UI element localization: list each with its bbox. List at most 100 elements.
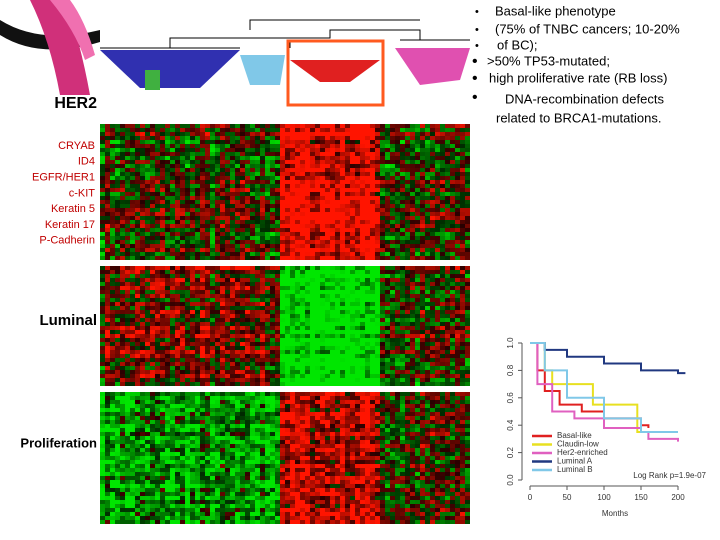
heat-cell [325,256,330,260]
heat-cell [365,338,370,342]
heat-cell [380,228,385,232]
heat-cell [105,160,110,164]
heat-cell [415,156,420,160]
heat-cell [115,350,120,354]
heat-cell [205,200,210,204]
heat-cell [285,302,290,306]
heat-cell [235,266,240,270]
heat-cell [140,204,145,208]
heat-cell [190,396,195,400]
heat-cell [205,172,210,176]
heat-cell [390,282,395,286]
heat-cell [165,302,170,306]
heat-cell [375,298,380,302]
heat-cell [305,204,310,208]
heat-cell [300,188,305,192]
heat-cell [295,184,300,188]
heat-cell [425,294,430,298]
heat-cell [105,330,110,334]
heat-cell [105,298,110,302]
heat-cell [130,358,135,362]
heat-cell [420,346,425,350]
heat-cell [160,152,165,156]
heat-cell [180,188,185,192]
heat-cell [120,306,125,310]
heat-cell [150,160,155,164]
heat-cell [120,192,125,196]
heat-cell [305,132,310,136]
heat-cell [285,176,290,180]
heat-cell [160,286,165,290]
heat-cell [270,354,275,358]
heat-cell [415,240,420,244]
heat-cell [125,180,130,184]
heat-cell [405,400,410,404]
heat-cell [290,240,295,244]
heat-cell [155,184,160,188]
heat-cell [425,132,430,136]
heat-cell [455,318,460,322]
heat-cell [390,400,395,404]
heat-cell [370,220,375,224]
heat-cell [390,392,395,396]
heat-cell [175,290,180,294]
heat-cell [435,274,440,278]
heat-cell [105,132,110,136]
heat-cell [100,232,105,236]
heat-cell [220,244,225,248]
heat-cell [330,290,335,294]
heat-cell [465,330,470,334]
heat-cell [430,392,435,396]
heat-cell [445,400,450,404]
heat-cell [300,330,305,334]
heat-cell [340,140,345,144]
heat-cell [190,302,195,306]
heat-cell [185,172,190,176]
heat-cell [255,124,260,128]
heat-cell [200,168,205,172]
heat-cell [110,404,115,408]
heat-cell [190,188,195,192]
heat-cell [385,232,390,236]
heat-cell [290,200,295,204]
heat-cell [325,314,330,318]
heat-cell [465,294,470,298]
heat-cell [405,362,410,366]
heat-cell [355,128,360,132]
heat-cell [145,382,150,386]
heat-cell [205,160,210,164]
heat-cell [350,302,355,306]
heat-cell [250,140,255,144]
heat-cell [260,278,265,282]
heat-cell [185,128,190,132]
heat-cell [360,212,365,216]
heat-cell [460,184,465,188]
heat-cell [345,232,350,236]
heat-cell [155,236,160,240]
heat-cell [110,282,115,286]
heat-cell [390,164,395,168]
heat-cell [420,224,425,228]
heat-cell [305,334,310,338]
heat-cell [440,196,445,200]
heat-cell [380,216,385,220]
heat-cell [390,322,395,326]
heat-cell [320,184,325,188]
heat-cell [175,358,180,362]
heat-cell [180,192,185,196]
heat-cell [370,148,375,152]
heat-cell [100,298,105,302]
heat-cell [440,244,445,248]
heat-cell [145,342,150,346]
heat-cell [440,290,445,294]
heat-cell [200,378,205,382]
heat-cell [360,302,365,306]
heat-cell [460,152,465,156]
heat-cell [165,294,170,298]
heat-cell [195,318,200,322]
heat-cell [210,342,215,346]
heat-cell [235,244,240,248]
heat-cell [200,136,205,140]
heat-cell [350,224,355,228]
heat-cell [290,220,295,224]
